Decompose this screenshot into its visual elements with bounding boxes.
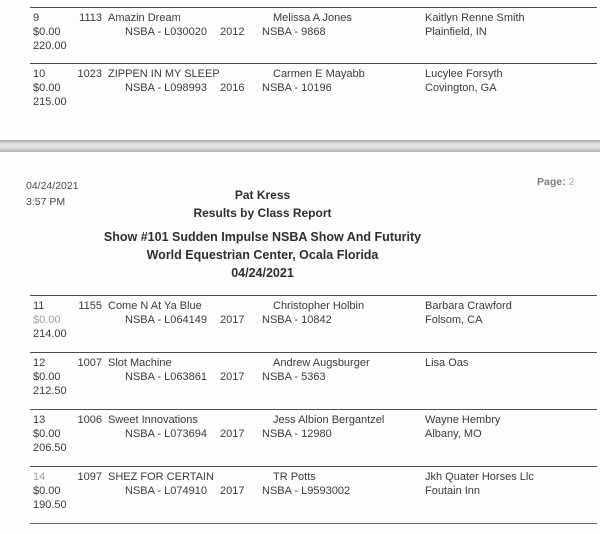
entry-fee: $0.00 (33, 314, 61, 326)
horse-registration: NSBA - L074910 (125, 485, 207, 497)
owner-location: Plainfield, IN (425, 26, 487, 38)
foal-year: 2017 (220, 428, 245, 440)
rider-name: Melissa A Jones (273, 12, 352, 24)
horse-registration: NSBA - L098993 (125, 82, 207, 94)
show-venue: World Equestrian Center, Ocala Florida (146, 248, 379, 262)
rider-registration: NSBA - 12980 (262, 428, 332, 440)
printed-time: 3:57 PM (26, 196, 66, 208)
result-row: 9 $0.00 220.00 1113 Amazin Dream NSBA - L0300… (30, 7, 597, 63)
place-number: 12 (33, 357, 46, 369)
horse-registration: NSBA - L073694 (125, 428, 207, 440)
entry-fee: $0.00 (33, 485, 61, 497)
printed-date: 04/24/2021 (26, 180, 79, 192)
rider-name: TR Potts (273, 471, 316, 483)
horse-number: 1097 (77, 471, 102, 483)
entry-fee: $0.00 (33, 26, 61, 38)
show-date: 04/24/2021 (231, 266, 294, 280)
owner-location: Covington, GA (425, 82, 497, 94)
entry-fee: $0.00 (33, 82, 61, 94)
previous-page-results: 9 $0.00 220.00 1113 Amazin Dream NSBA - L0300… (0, 7, 600, 140)
foal-year: 2017 (220, 485, 245, 497)
foal-year: 2016 (220, 82, 245, 94)
rider-registration: NSBA - 5363 (262, 371, 326, 383)
owner-name: Jkh Quater Horses Llc (425, 471, 534, 483)
result-row: 12 $0.00 212.50 1007 Slot Machine NSBA - L063… (30, 352, 597, 409)
owner-name: Barbara Crawford (425, 300, 512, 312)
report-page: 9 $0.00 220.00 1113 Amazin Dream NSBA - L0300… (0, 7, 600, 524)
place-number: 10 (33, 68, 46, 80)
result-row: 10 $0.00 215.00 1023 ZIPPEN IN MY SLEEP NSBA … (30, 63, 597, 140)
place-number: 9 (33, 12, 40, 24)
page-number: 2 (568, 176, 575, 188)
owner-location: Albany, MO (425, 428, 482, 440)
entry-fee: $0.00 (33, 428, 61, 440)
owner-name: Wayne Hembry (425, 414, 501, 426)
result-row: 13 $0.00 206.50 1006 Sweet Innovations NSBA -… (30, 409, 597, 466)
rider-registration: NSBA - 9868 (262, 26, 326, 38)
owner-location: Foutain Inn (425, 485, 481, 497)
rider-registration: NSBA - 10842 (262, 314, 332, 326)
horse-name: ZIPPEN IN MY SLEEP (108, 68, 220, 80)
presenter-name: Pat Kress (234, 188, 291, 202)
place-number: 14 (33, 471, 46, 483)
page-break-divider (0, 140, 600, 152)
score: 215.00 (33, 96, 67, 108)
score: 206.50 (33, 442, 67, 454)
horse-number: 1007 (77, 357, 102, 369)
horse-name: SHEZ FOR CERTAIN (108, 471, 214, 483)
rider-name: Jess Albion Bergantzel (273, 414, 385, 426)
horse-registration: NSBA - L064149 (125, 314, 207, 326)
owner-location: Folsom, CA (425, 314, 483, 326)
rider-registration: NSBA - L9593002 (262, 485, 351, 497)
page-indicator: Page: 2 (537, 176, 574, 188)
owner-name: Lisa Oas (425, 357, 469, 369)
horse-number: 1155 (78, 300, 102, 312)
score: 214.00 (33, 328, 67, 340)
foal-year: 2017 (220, 371, 245, 383)
horse-name: Slot Machine (108, 357, 172, 369)
current-page-results: 11 $0.00 214.00 1155 Come N At Ya Blue NSBA -… (0, 295, 600, 534)
horse-registration: NSBA - L030020 (125, 26, 207, 38)
rider-registration: NSBA - 10196 (262, 82, 332, 94)
score: 220.00 (33, 40, 67, 52)
show-title: Show #101 Sudden Impulse NSBA Show And F… (103, 230, 422, 244)
horse-name: Come N At Ya Blue (108, 300, 202, 312)
horse-name: Amazin Dream (108, 12, 181, 24)
result-row: 11 $0.00 214.00 1155 Come N At Ya Blue NSBA -… (30, 295, 597, 352)
score: 190.50 (33, 499, 67, 511)
horse-number: 1023 (77, 68, 102, 80)
next-row-separator (30, 523, 597, 534)
owner-name: Lucylee Forsyth (425, 68, 503, 80)
rider-name: Andrew Augsburger (273, 357, 370, 369)
rider-name: Carmen E Mayabb (273, 68, 365, 80)
entry-fee: $0.00 (33, 371, 61, 383)
page-label: Page: (537, 176, 566, 188)
result-row: 14 $0.00 190.50 1097 SHEZ FOR CERTAIN NSBA - … (30, 466, 597, 523)
horse-name: Sweet Innovations (108, 414, 198, 426)
horse-number: 1113 (79, 12, 102, 24)
foal-year: 2017 (220, 314, 245, 326)
place-number: 11 (33, 300, 45, 312)
score: 212.50 (33, 385, 67, 397)
place-number: 13 (33, 414, 46, 426)
report-title: Results by Class Report (193, 206, 332, 220)
owner-name: Kaitlyn Renne Smith (425, 12, 525, 24)
foal-year: 2012 (220, 26, 245, 38)
horse-number: 1006 (77, 414, 102, 426)
rider-name: Christopher Holbin (273, 300, 365, 312)
horse-registration: NSBA - L063861 (125, 371, 207, 383)
